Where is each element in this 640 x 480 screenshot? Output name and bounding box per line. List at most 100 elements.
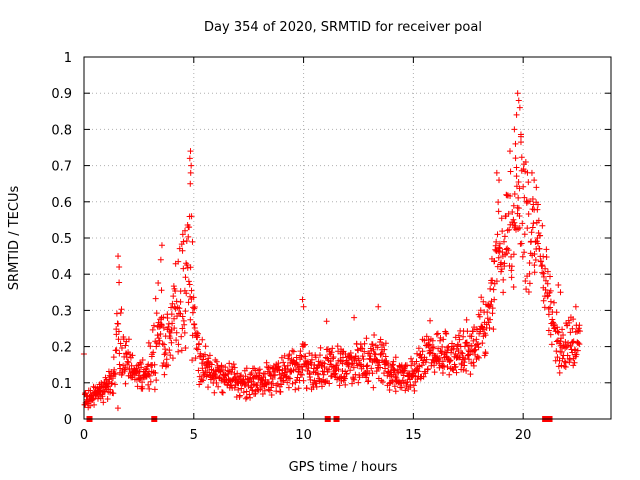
data-point bbox=[334, 362, 341, 369]
data-point bbox=[463, 367, 470, 374]
data-point bbox=[259, 391, 266, 398]
data-point bbox=[165, 324, 172, 331]
data-point bbox=[400, 366, 407, 373]
data-point bbox=[508, 274, 515, 281]
data-point bbox=[159, 362, 166, 369]
data-point bbox=[556, 357, 563, 364]
data-point bbox=[273, 388, 280, 395]
data-point bbox=[426, 341, 433, 348]
data-point bbox=[152, 295, 159, 302]
data-point bbox=[126, 351, 133, 358]
data-point bbox=[490, 286, 497, 293]
data-point bbox=[415, 345, 422, 352]
data-point bbox=[136, 376, 143, 383]
data-point bbox=[342, 381, 349, 388]
data-point bbox=[569, 325, 576, 332]
data-point bbox=[477, 307, 484, 314]
data-point bbox=[199, 336, 206, 343]
data-point-peak bbox=[179, 231, 186, 238]
data-point bbox=[558, 362, 565, 369]
data-point bbox=[567, 329, 574, 336]
data-point bbox=[452, 350, 459, 357]
data-point bbox=[277, 388, 284, 395]
data-point bbox=[339, 360, 346, 367]
data-point bbox=[313, 383, 320, 390]
data-point bbox=[540, 297, 547, 304]
data-point bbox=[160, 324, 167, 331]
data-point bbox=[189, 357, 196, 364]
x-tick-label: 10 bbox=[295, 428, 312, 443]
data-point bbox=[570, 362, 577, 369]
data-point-peak bbox=[555, 282, 562, 289]
data-point bbox=[238, 385, 245, 392]
data-point bbox=[111, 381, 118, 388]
data-point bbox=[202, 343, 209, 350]
data-point bbox=[155, 335, 162, 342]
data-point bbox=[398, 384, 405, 391]
data-point bbox=[287, 375, 294, 382]
data-point bbox=[545, 327, 552, 334]
data-point bbox=[284, 379, 291, 386]
data-point bbox=[268, 384, 275, 391]
data-point bbox=[248, 370, 255, 377]
data-point-peak bbox=[323, 318, 330, 325]
data-point-peak bbox=[512, 140, 519, 147]
data-point-peak bbox=[531, 177, 538, 184]
data-point bbox=[125, 359, 132, 366]
data-point bbox=[412, 373, 419, 380]
y-tick-label: 0.7 bbox=[51, 160, 72, 175]
data-point bbox=[293, 354, 300, 361]
data-point bbox=[87, 387, 94, 394]
data-point bbox=[490, 326, 497, 333]
data-point bbox=[189, 238, 196, 245]
data-point bbox=[335, 366, 342, 373]
data-point bbox=[496, 244, 503, 251]
data-point bbox=[186, 281, 193, 288]
data-point bbox=[278, 381, 285, 388]
data-point bbox=[467, 371, 474, 378]
data-point bbox=[460, 333, 467, 340]
data-point bbox=[315, 370, 322, 377]
data-point bbox=[175, 341, 182, 348]
data-point bbox=[380, 350, 387, 357]
data-point bbox=[522, 158, 529, 165]
data-point bbox=[221, 372, 228, 379]
data-point bbox=[168, 311, 175, 318]
y-tick-label: 0.3 bbox=[51, 304, 72, 319]
data-point bbox=[566, 356, 573, 363]
data-point bbox=[508, 267, 515, 274]
data-point bbox=[185, 299, 192, 306]
data-point bbox=[436, 355, 443, 362]
data-point bbox=[297, 348, 304, 355]
data-point bbox=[312, 354, 319, 361]
data-point bbox=[359, 353, 366, 360]
data-point bbox=[430, 344, 437, 351]
data-point-peak bbox=[115, 253, 122, 260]
data-point bbox=[501, 233, 508, 240]
data-point bbox=[460, 366, 467, 373]
data-point bbox=[363, 374, 370, 381]
data-point bbox=[153, 343, 160, 350]
data-point bbox=[261, 387, 268, 394]
data-point bbox=[198, 376, 205, 383]
data-point bbox=[164, 314, 171, 321]
data-point bbox=[189, 309, 196, 316]
data-point-peak bbox=[187, 148, 194, 155]
data-point bbox=[234, 370, 241, 377]
data-point-peak bbox=[351, 314, 358, 321]
data-point bbox=[168, 339, 175, 346]
data-point bbox=[182, 308, 189, 315]
data-point bbox=[364, 378, 371, 385]
data-point bbox=[329, 355, 336, 362]
data-point bbox=[559, 326, 566, 333]
data-point bbox=[146, 385, 153, 392]
data-point bbox=[157, 316, 164, 323]
data-point bbox=[192, 355, 199, 362]
data-point bbox=[226, 360, 233, 367]
data-point bbox=[115, 336, 122, 343]
data-point-peak bbox=[515, 97, 522, 104]
data-point bbox=[544, 268, 551, 275]
data-point bbox=[555, 363, 562, 370]
y-axis-label: SRMTID / TECUs bbox=[7, 186, 22, 291]
